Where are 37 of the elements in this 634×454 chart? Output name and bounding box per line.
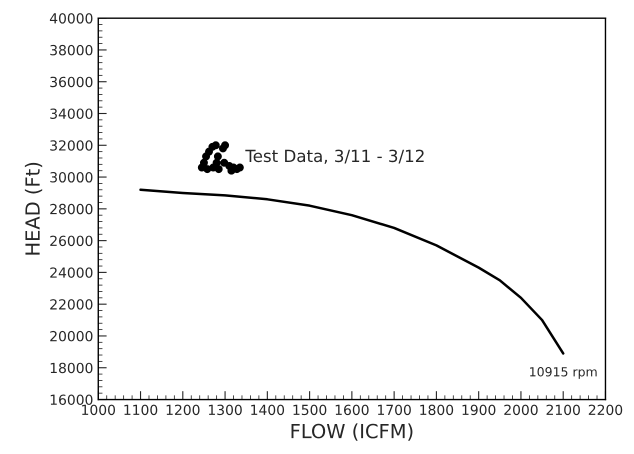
line-series: [139, 188, 564, 355]
x-tick-label: 2000: [504, 404, 538, 416]
x-tick-label: 1800: [420, 404, 454, 416]
x-tick-label: 2200: [588, 404, 622, 416]
point: [214, 165, 223, 174]
x-tick-label: 1700: [378, 404, 411, 416]
x-tick-label: 1600: [336, 404, 369, 416]
y-tick-label: 30000: [50, 172, 92, 183]
y-axis-title: HEAD (Ft): [24, 162, 42, 255]
point: [212, 141, 220, 150]
point: [200, 158, 208, 167]
y-tick-label: 34000: [50, 108, 92, 119]
x-axis-title: FLOW (ICFM): [292, 423, 412, 441]
annotation: 10915 rpm: [530, 367, 597, 379]
x-tick-label: 1400: [251, 404, 284, 416]
x-tick-label: 1000: [82, 404, 116, 416]
y-tick-label: 38000: [50, 44, 92, 56]
x-tick-label: 2100: [546, 404, 580, 416]
x-tick-label: 1900: [462, 404, 496, 416]
y-tick-label: 20000: [50, 330, 92, 342]
y-tick-label: 40000: [50, 13, 92, 24]
x-tick-label: 1200: [166, 404, 200, 416]
point: [214, 152, 222, 160]
y-tick-label: 36000: [50, 76, 92, 88]
y-tick-label: 16000: [50, 394, 92, 405]
point: [236, 164, 244, 172]
y-tick-label: 32000: [50, 140, 92, 151]
annotation: Test Data, 3/11 - 3/12: [245, 150, 424, 164]
y-tick-label: 18000: [50, 362, 92, 374]
x-tick-label: 1100: [124, 404, 158, 416]
y-tick-label: 22000: [50, 299, 92, 310]
y-tick-label: 28000: [50, 204, 92, 214]
y-tick-label: 24000: [50, 267, 92, 278]
y-tick-label: 26000: [50, 236, 92, 246]
x-tick-label: 1300: [208, 404, 242, 416]
x-tick-label: 1500: [293, 404, 326, 416]
point: [221, 141, 230, 150]
